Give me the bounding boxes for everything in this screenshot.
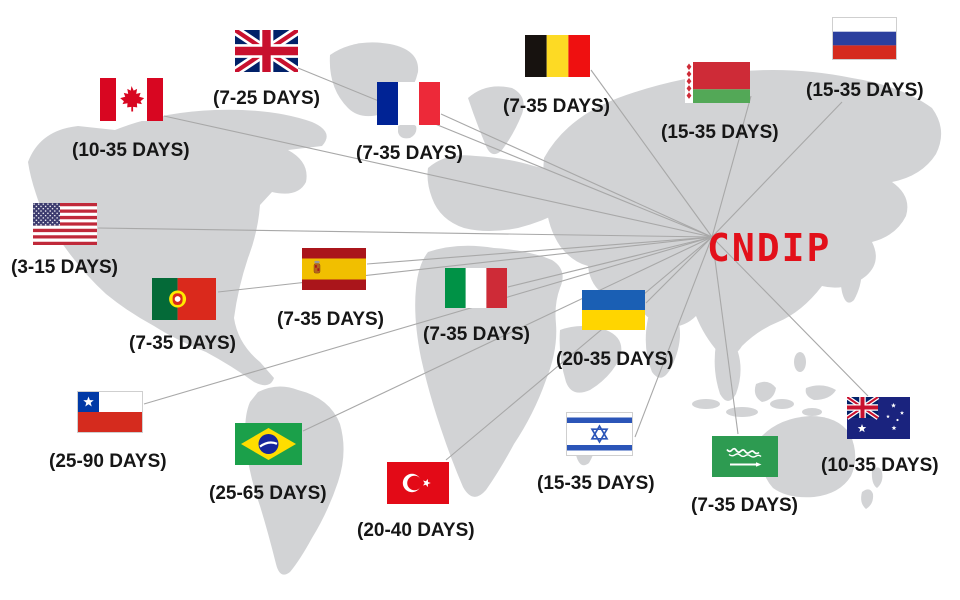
uk-days-label: (7-25 DAYS): [213, 88, 321, 109]
shipping-line-saudi-arabia: [711, 236, 739, 435]
brazil-flag-icon: [235, 423, 302, 465]
belarus-days-label: (15-35 DAYS): [661, 122, 779, 143]
uk-flag-icon: [235, 30, 298, 72]
turkey-flag-icon: [387, 462, 449, 504]
shipping-line-italy: [507, 236, 713, 288]
usa-flag-icon: [33, 203, 97, 245]
shipping-line-turkey: [445, 236, 713, 461]
ukraine-days-label: (20-35 DAYS): [556, 349, 674, 370]
shipping-lines: [97, 67, 869, 461]
portugal-flag-icon: [152, 278, 216, 320]
belarus-flag-icon: [685, 62, 750, 103]
usa-days-label: (3-15 DAYS): [11, 257, 119, 278]
shipping-line-australia: [711, 236, 869, 397]
saudi-arabia-flag-icon: [712, 436, 778, 477]
australia-days-label: (10-35 DAYS): [821, 455, 939, 476]
belgium-flag-icon: [525, 35, 590, 77]
brand-label: CNDIP: [707, 226, 832, 270]
shipping-line-spain: [366, 236, 713, 265]
spain-days-label: (7-35 DAYS): [277, 309, 385, 330]
turkey-days-label: (20-40 DAYS): [357, 520, 475, 541]
shipping-line-russia: [711, 101, 843, 238]
belgium-days-label: (7-35 DAYS): [503, 96, 611, 117]
brazil-days-label: (25-65 DAYS): [209, 483, 327, 504]
russia-days-label: (15-35 DAYS): [806, 80, 924, 101]
shipping-line-belarus: [711, 95, 752, 238]
russia-flag-icon: [832, 17, 897, 60]
spain-flag-icon: [302, 248, 366, 290]
shipping-line-belgium: [590, 69, 713, 238]
portugal-days-label: (7-35 DAYS): [129, 333, 237, 354]
shipping-line-israel: [634, 236, 713, 438]
france-flag-icon: [377, 82, 440, 125]
italy-flag-icon: [445, 268, 507, 308]
canada-days-label: (10-35 DAYS): [72, 140, 190, 161]
italy-days-label: (7-35 DAYS): [423, 324, 531, 345]
israel-days-label: (15-35 DAYS): [537, 473, 655, 494]
saudi-arabia-days-label: (7-35 DAYS): [691, 495, 799, 516]
shipping-line-canada: [163, 115, 713, 238]
shipping-line-chile: [143, 236, 713, 405]
shipping-line-uk: [297, 67, 713, 238]
canada-flag-icon: [100, 78, 163, 121]
shipping-line-ukraine: [645, 236, 713, 304]
shipping-line-france: [440, 113, 713, 238]
shipping-line-portugal: [217, 236, 713, 293]
france-days-label: (7-35 DAYS): [356, 143, 464, 164]
israel-flag-icon: [566, 412, 633, 456]
shipping-line-usa: [97, 227, 713, 238]
australia-flag-icon: [847, 397, 910, 439]
ukraine-flag-icon: [582, 290, 645, 330]
chile-days-label: (25-90 DAYS): [49, 451, 167, 472]
shipping-line-brazil: [302, 236, 713, 432]
chile-flag-icon: [77, 391, 143, 433]
